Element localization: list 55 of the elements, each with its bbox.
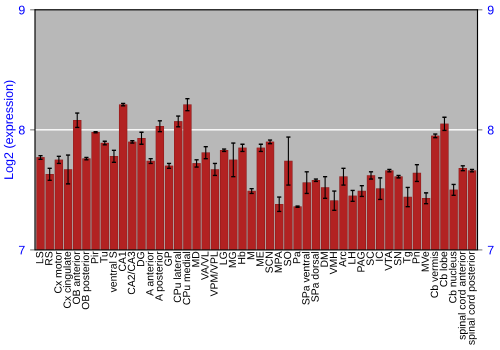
x-tick-label: VA/VL — [200, 252, 209, 280]
x-tick-label: DM — [320, 252, 328, 267]
x-tick-label: DG — [136, 252, 144, 266]
x-tick-label: CA2/CA3 — [127, 252, 136, 294]
x-tick-label: SCN — [265, 252, 273, 273]
x-tick-label: PAG — [357, 252, 365, 272]
y-tick-label: 7 — [18, 246, 25, 254]
x-tick-label: Cb vermis — [430, 252, 438, 298]
x-tick-label: ME — [256, 252, 264, 266]
x-tick-label: spinal cord posterior — [467, 251, 477, 345]
x-tick-label: LG — [220, 252, 227, 264]
y2-tick-label: 9 — [488, 6, 494, 14]
x-tick-label: MG — [228, 252, 236, 268]
x-tick-label: Hb — [238, 252, 246, 264]
x-tick-label: VMH — [330, 252, 337, 274]
y-tick-label: 8 — [18, 126, 25, 134]
x-tick-label: ventral S — [109, 252, 117, 292]
x-tick-label: Cx cingulate — [63, 252, 73, 308]
x-tick-label: MD — [192, 252, 200, 267]
x-tick-label: CA1 — [118, 252, 126, 272]
y-tick-label: 9 — [18, 6, 25, 14]
x-tick-label: SPa ventral — [302, 252, 310, 305]
x-tick-label: SC — [366, 252, 374, 266]
x-tick-label: RS — [45, 252, 52, 265]
x-tick-label: Pn — [412, 252, 420, 264]
x-tick-label: spinal cord anterior — [458, 251, 468, 340]
x-tick-label: SN — [394, 252, 402, 266]
x-tick-label: LH — [348, 252, 356, 264]
y2-tick-label: 8 — [488, 126, 494, 134]
x-tick-label: Cx motor — [54, 251, 62, 294]
x-tick-label: OB anterior — [72, 251, 80, 304]
x-tick-label: Tu — [100, 252, 108, 263]
x-tick-label: CPu lateral — [173, 252, 182, 302]
y-axis-title: Log2 (expression) — [4, 80, 16, 179]
x-tick-label: M — [247, 252, 254, 260]
x-tick-label: IC — [376, 252, 383, 261]
x-tick-label: VPM/VPL — [210, 252, 218, 296]
x-tick-label: MVe — [422, 252, 429, 272]
x-tick-label: Arc — [338, 252, 346, 267]
x-tick-label: Cb lobe — [440, 252, 448, 287]
x-tick-label: Pa — [293, 251, 300, 264]
x-tick-label: A anterior — [146, 251, 154, 296]
x-tick-label: VTA — [384, 251, 392, 271]
y2-tick-label: 7 — [488, 246, 494, 254]
x-tick-label: OB posterior — [82, 251, 92, 310]
x-tick-label: Tg — [403, 252, 413, 264]
x-tick-label: GP — [164, 252, 172, 266]
x-tick-label: MPA — [274, 251, 282, 272]
x-tick-label: SO — [284, 252, 292, 266]
x-tick-label: LS — [36, 252, 44, 264]
x-tick-label: CPu medial — [182, 252, 190, 305]
x-tick-label: Cb nucleus — [448, 252, 456, 303]
x-tick-label: SPa dorsal — [311, 252, 319, 302]
x-tick-label: Pir — [90, 251, 98, 264]
x-tick-label: A posterior — [155, 251, 165, 302]
